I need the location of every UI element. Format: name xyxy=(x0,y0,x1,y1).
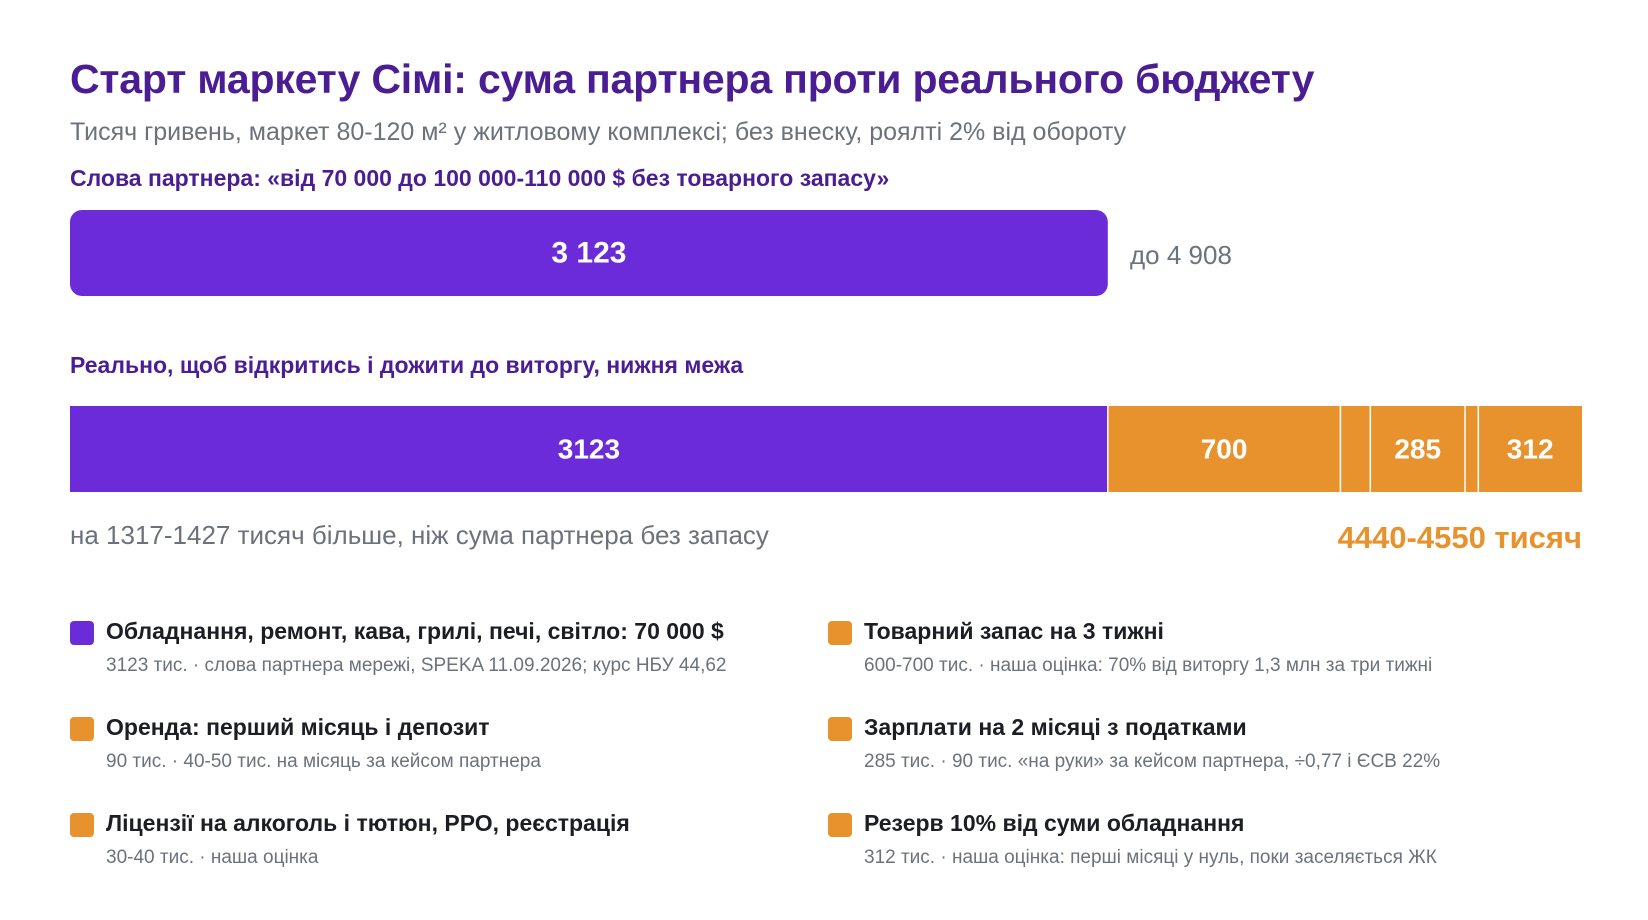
legend-swatch xyxy=(828,717,852,741)
legend-title: Товарний запас на 3 тижні xyxy=(864,618,1164,644)
stack-segment xyxy=(70,406,1108,492)
partner-bar-label: 3 123 xyxy=(551,237,626,270)
legend-title: Зарплати на 2 місяці з податками xyxy=(864,714,1247,740)
stack-segment xyxy=(1107,406,1341,492)
difference-note: на 1317-1427 тисяч більше, ніж сума парт… xyxy=(70,520,769,550)
stack-segment xyxy=(1478,406,1582,492)
legend-swatch xyxy=(70,621,94,645)
stack-segment-label: 3123 xyxy=(558,434,620,465)
legend-description: 3123 тис. · слова партнера мережі, SPEKA… xyxy=(106,655,727,676)
legend-title: Обладнання, ремонт, кава, грилі, печі, с… xyxy=(106,618,724,644)
stack-segment xyxy=(1340,406,1371,492)
legend-title: Оренда: перший місяць і депозит xyxy=(106,714,490,740)
legend-swatch xyxy=(70,717,94,741)
real-chart-title: Реально, щоб відкритись і дожити до вито… xyxy=(70,352,744,378)
legend-description: 285 тис. · 90 тис. «на руки» за кейсом п… xyxy=(864,751,1441,772)
stack-segment-label: 285 xyxy=(1394,434,1441,465)
partner-bar xyxy=(70,210,1108,296)
total-range-label: 4440-4550 тисяч xyxy=(1337,520,1582,555)
stack-segment-label: 312 xyxy=(1507,434,1554,465)
legend-title: Резерв 10% від суми обладнання xyxy=(864,810,1245,836)
stack-segment xyxy=(1370,406,1466,492)
legend-swatch xyxy=(828,621,852,645)
legend-description: 30-40 тис. · наша оцінка xyxy=(106,847,319,868)
stack-segment-label: 700 xyxy=(1201,434,1248,465)
partner-chart-title: Слова партнера: «від 70 000 до 100 000-1… xyxy=(70,165,890,191)
legend-description: 90 тис. · 40-50 тис. на місяць за кейсом… xyxy=(106,751,541,772)
page-title: Старт маркету Сімі: сума партнера проти … xyxy=(70,56,1315,102)
legend-description: 600-700 тис. · наша оцінка: 70% від вито… xyxy=(864,655,1433,676)
page-subtitle: Тисяч гривень, маркет 80-120 м² у житлов… xyxy=(70,118,1127,146)
stack-segment xyxy=(1465,406,1479,492)
partner-range-label: до 4 908 xyxy=(1130,240,1232,270)
legend-swatch xyxy=(828,813,852,837)
legend-swatch xyxy=(70,813,94,837)
legend-title: Ліцензії на алкоголь і тютюн, РРО, реєст… xyxy=(106,810,630,836)
legend-description: 312 тис. · наша оцінка: перші місяці у н… xyxy=(864,847,1437,868)
